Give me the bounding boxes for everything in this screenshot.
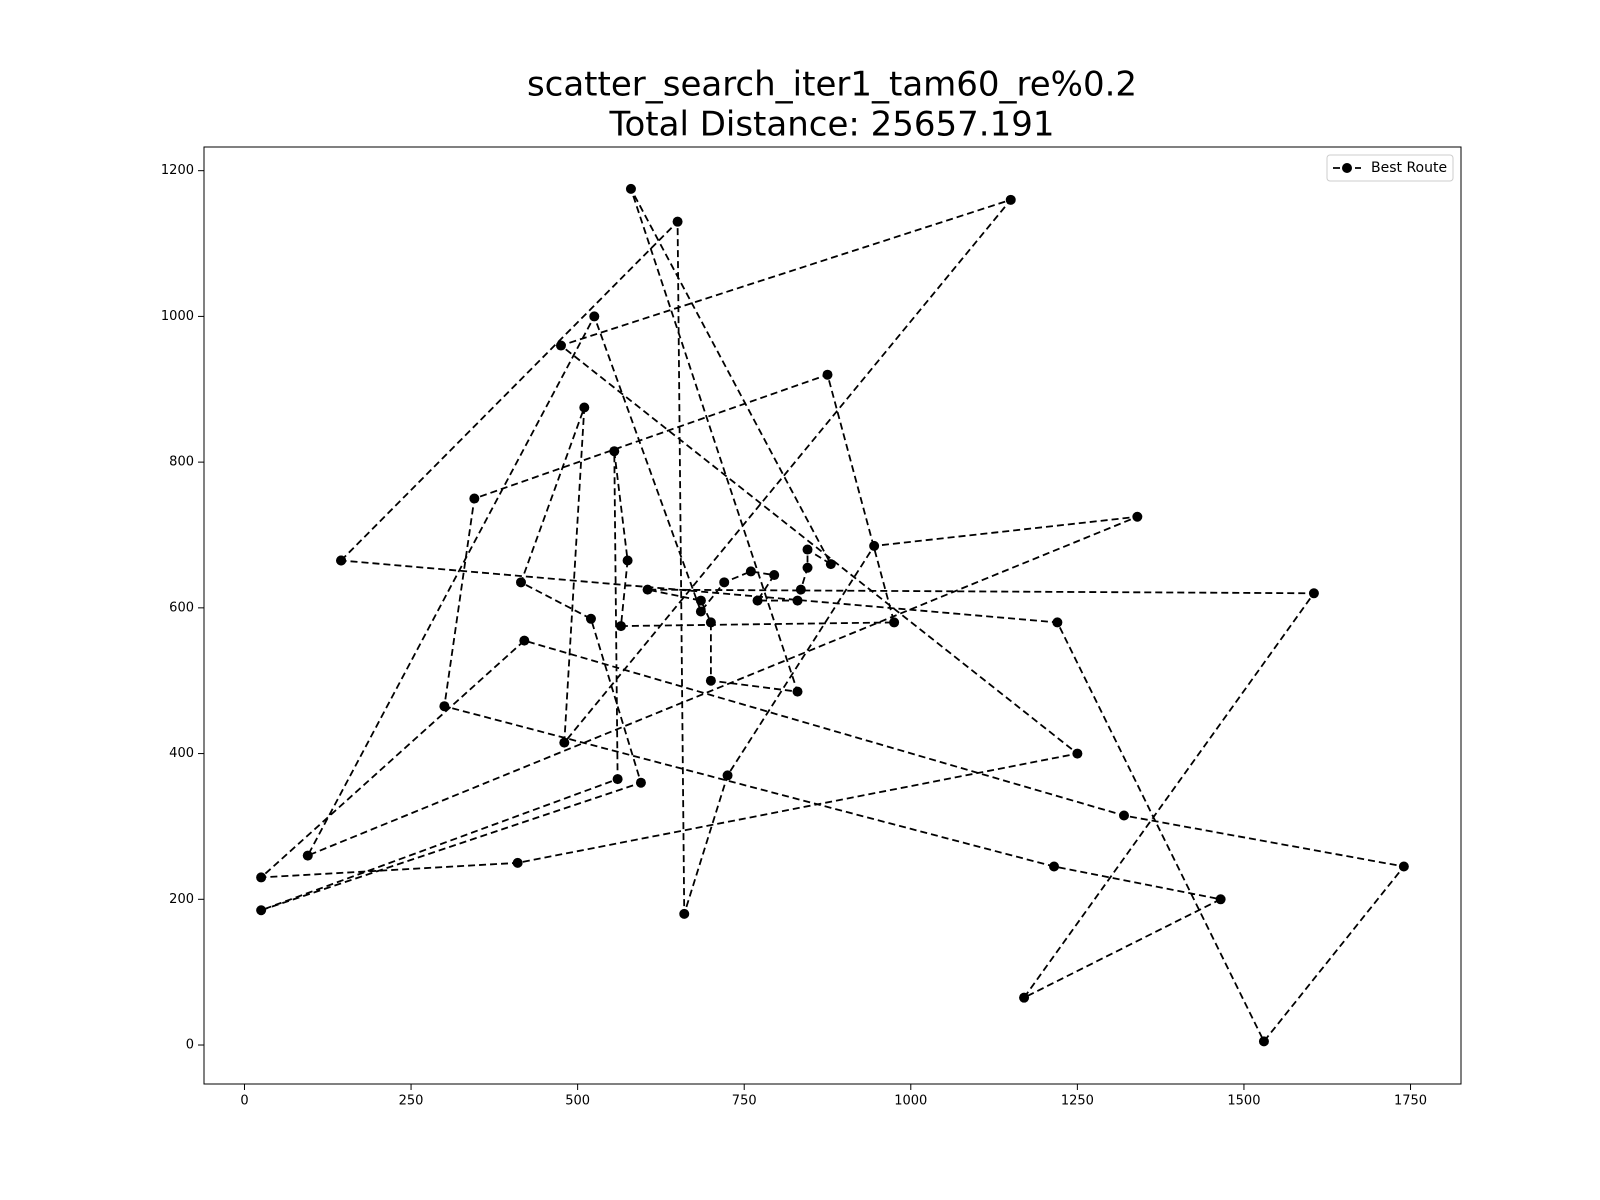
route-point xyxy=(609,446,620,457)
y-tick-label: 600 xyxy=(169,600,194,615)
y-tick-label: 0 xyxy=(186,1038,194,1053)
legend-marker xyxy=(1342,163,1352,173)
route-point xyxy=(889,617,900,628)
route-point xyxy=(795,584,806,595)
route-point xyxy=(579,402,590,413)
route-point xyxy=(512,857,523,868)
route-point xyxy=(625,183,636,194)
route-point xyxy=(752,595,763,606)
route-point xyxy=(1398,861,1409,872)
route-point xyxy=(302,850,313,861)
route-point xyxy=(719,577,730,588)
legend-label: Best Route xyxy=(1371,160,1447,176)
route-point xyxy=(615,621,626,632)
route-point xyxy=(705,675,716,686)
x-tick-label: 1250 xyxy=(1061,1094,1094,1109)
route-point xyxy=(336,555,347,566)
route-point xyxy=(672,216,683,227)
route-point xyxy=(439,701,450,712)
route-point xyxy=(869,540,880,551)
route-point xyxy=(635,777,646,788)
route-point xyxy=(745,566,756,577)
route-point xyxy=(1072,748,1083,759)
legend-box xyxy=(1326,154,1454,182)
route-point xyxy=(585,613,596,624)
route-point xyxy=(825,559,836,570)
y-tick-label: 200 xyxy=(169,892,194,907)
route-point xyxy=(469,493,480,504)
route-point xyxy=(822,369,833,380)
route-point xyxy=(705,617,716,628)
route-point xyxy=(695,606,706,617)
x-tick-label: 1500 xyxy=(1227,1094,1260,1109)
route-point xyxy=(555,340,566,351)
route-line xyxy=(258,188,1406,1044)
route-point xyxy=(1119,810,1130,821)
route-point xyxy=(519,635,530,646)
y-tick-label: 800 xyxy=(169,455,194,470)
route-point xyxy=(695,595,706,606)
chart-title: scatter_search_iter1_tam60_re%0.2 xyxy=(527,65,1137,105)
x-tick-label: 0 xyxy=(240,1094,248,1109)
chart-subtitle: Total Distance: 25657.191 xyxy=(608,105,1054,145)
y-tick-label: 400 xyxy=(169,746,194,761)
route-point xyxy=(1258,1036,1269,1047)
route-point xyxy=(612,774,623,785)
route-point xyxy=(1019,992,1030,1003)
route-point xyxy=(1049,861,1060,872)
route-point xyxy=(802,544,813,555)
x-tick-label: 500 xyxy=(565,1094,590,1109)
route-point xyxy=(1215,894,1226,905)
route-point xyxy=(622,555,633,566)
route-point xyxy=(515,577,526,588)
route-point xyxy=(802,562,813,573)
route-point xyxy=(792,595,803,606)
route-point xyxy=(679,908,690,919)
route-point xyxy=(256,905,267,916)
x-tick-label: 1000 xyxy=(894,1094,927,1109)
x-tick-label: 1750 xyxy=(1394,1094,1427,1109)
y-tick-label: 1000 xyxy=(161,309,194,324)
route-point xyxy=(1052,617,1063,628)
route-point xyxy=(589,311,600,322)
route-point xyxy=(559,737,570,748)
x-tick-label: 250 xyxy=(399,1094,424,1109)
route-point xyxy=(1308,588,1319,599)
route-point xyxy=(769,570,780,581)
route-point xyxy=(256,872,267,883)
y-tick-label: 1200 xyxy=(161,163,194,178)
route-point xyxy=(1005,194,1016,205)
route-point xyxy=(792,686,803,697)
route-point xyxy=(642,584,653,595)
plot-frame xyxy=(203,146,1462,1085)
route-point xyxy=(722,770,733,781)
route-point xyxy=(1132,511,1143,522)
x-tick-label: 750 xyxy=(732,1094,757,1109)
